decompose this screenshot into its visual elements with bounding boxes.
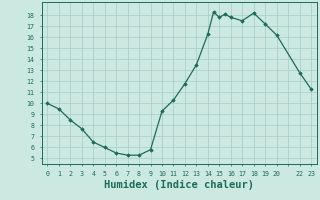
X-axis label: Humidex (Indice chaleur): Humidex (Indice chaleur) <box>104 180 254 190</box>
